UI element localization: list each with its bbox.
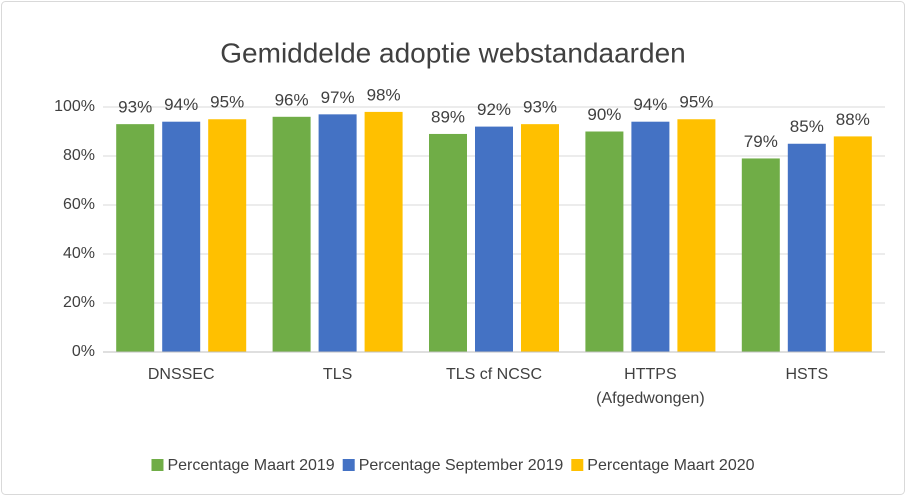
bar bbox=[475, 126, 513, 352]
data-label: 96% bbox=[275, 90, 309, 109]
y-tick-label: 20% bbox=[63, 294, 95, 311]
legend-label: Percentage Maart 2020 bbox=[587, 457, 754, 474]
data-label: 79% bbox=[744, 132, 778, 151]
legend-label: Percentage September 2019 bbox=[359, 457, 564, 474]
y-tick-label: 0% bbox=[72, 343, 95, 360]
y-tick-label: 80% bbox=[63, 147, 95, 164]
bar bbox=[116, 124, 155, 353]
x-tick-label: TLS bbox=[323, 366, 352, 383]
bar bbox=[208, 119, 247, 352]
data-label: 95% bbox=[210, 93, 244, 112]
bar bbox=[429, 133, 467, 352]
bar bbox=[318, 114, 357, 352]
bar bbox=[677, 119, 716, 352]
y-tick-label: 40% bbox=[63, 245, 95, 262]
data-label: 90% bbox=[587, 105, 621, 124]
legend-label: Percentage Maart 2019 bbox=[167, 457, 334, 474]
data-label: 89% bbox=[431, 107, 465, 126]
x-tick-label: HTTPS (Afgedwongen) bbox=[596, 366, 705, 407]
data-label: 85% bbox=[790, 117, 824, 136]
bar bbox=[631, 121, 670, 352]
legend-swatch bbox=[571, 459, 584, 471]
bar bbox=[521, 124, 559, 353]
bar bbox=[833, 136, 872, 352]
data-label: 95% bbox=[679, 93, 713, 112]
bar bbox=[364, 111, 403, 353]
data-label: 93% bbox=[523, 98, 557, 117]
data-label: 92% bbox=[477, 100, 511, 119]
x-tick-label: TLS cf NCSC bbox=[446, 366, 542, 383]
data-label: 93% bbox=[118, 98, 152, 117]
data-label: 94% bbox=[633, 95, 667, 114]
legend-swatch bbox=[151, 459, 164, 471]
legend-swatch bbox=[342, 459, 355, 471]
bar bbox=[741, 158, 780, 352]
bar bbox=[585, 131, 624, 352]
x-tick-label: DNSSEC bbox=[148, 366, 215, 383]
bar bbox=[162, 121, 201, 352]
chart-title: Gemiddelde adoptie webstandaarden bbox=[220, 37, 685, 68]
data-label: 97% bbox=[321, 88, 355, 107]
x-tick-label: HSTS bbox=[785, 366, 828, 383]
y-tick-label: 60% bbox=[63, 196, 95, 213]
data-label: 94% bbox=[164, 95, 198, 114]
data-label: 88% bbox=[836, 110, 870, 129]
y-tick-label: 100% bbox=[54, 98, 95, 115]
bar bbox=[272, 116, 311, 352]
data-label: 98% bbox=[367, 85, 401, 104]
bar bbox=[787, 143, 826, 352]
